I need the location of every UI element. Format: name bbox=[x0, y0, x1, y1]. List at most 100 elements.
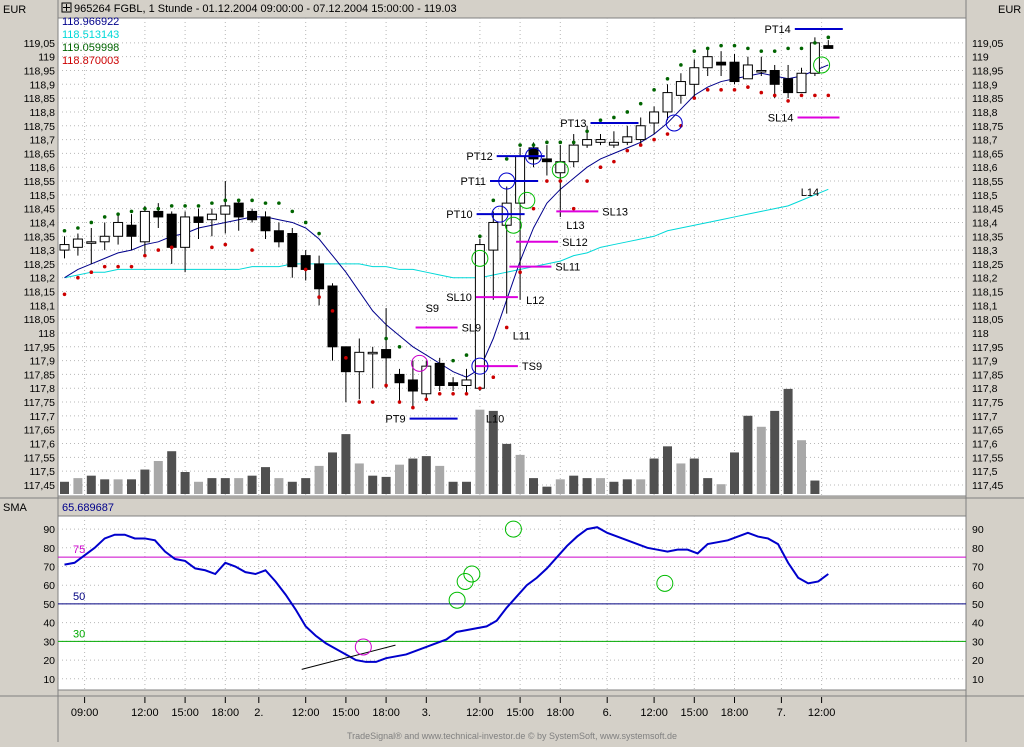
symbol-title: 965264 FGBL, 1 Stunde - 01.12.2004 09:00… bbox=[74, 3, 457, 15]
high-dot bbox=[89, 220, 94, 225]
low-dot bbox=[705, 88, 710, 92]
low-dot bbox=[813, 93, 817, 98]
price-tick-left: 118,3 bbox=[30, 245, 56, 257]
candle-body bbox=[99, 235, 110, 243]
high-dot bbox=[719, 43, 723, 48]
price-tick-left: 118,45 bbox=[24, 204, 55, 216]
time-tick-label: 18:00 bbox=[372, 707, 400, 719]
high-dot bbox=[143, 206, 147, 211]
price-tick-right: 117,45 bbox=[972, 480, 1003, 492]
price-tick-right: 118,05 bbox=[972, 314, 1003, 326]
low-dot bbox=[491, 375, 496, 379]
signal-label: S9 bbox=[426, 303, 439, 315]
price-tick-left: 118 bbox=[38, 328, 55, 340]
price-tick-right: 118,3 bbox=[972, 245, 998, 257]
high-dot bbox=[464, 353, 469, 357]
high-dot bbox=[116, 212, 120, 216]
price-tick-right: 118,5 bbox=[972, 190, 998, 202]
indicator-level-label: 75 bbox=[73, 544, 85, 556]
volume-bar bbox=[167, 451, 177, 494]
time-tick-label: 3. bbox=[422, 707, 431, 719]
signal-circle bbox=[491, 205, 509, 223]
target-label: PT9 bbox=[385, 414, 405, 426]
signal-label: L10 bbox=[486, 414, 504, 426]
series-readout: 119.059998 bbox=[62, 42, 119, 54]
candle-body bbox=[86, 241, 97, 244]
candle-body bbox=[59, 244, 70, 251]
high-dot bbox=[277, 201, 281, 205]
indicator-plot bbox=[64, 520, 829, 670]
low-dot bbox=[799, 93, 804, 98]
signal-circle bbox=[471, 249, 489, 267]
high-dot bbox=[196, 204, 201, 208]
signal-circle bbox=[551, 161, 569, 179]
candle-body bbox=[113, 221, 124, 237]
series-readout: 118.870003 bbox=[62, 55, 119, 67]
candle-body bbox=[541, 158, 552, 163]
high-dot bbox=[759, 49, 764, 53]
low-dot bbox=[116, 264, 120, 269]
volume-bar bbox=[314, 465, 324, 494]
price-tick-right: 117,6 bbox=[972, 439, 998, 451]
price-tick-left: 118,35 bbox=[24, 231, 55, 243]
price-tick-left: 118,6 bbox=[30, 162, 56, 174]
indicator-tick-right: 20 bbox=[972, 655, 984, 667]
time-tick-label: 18:00 bbox=[212, 707, 240, 719]
target-label: PT11 bbox=[461, 176, 486, 188]
high-dot bbox=[799, 46, 804, 51]
high-dot bbox=[303, 220, 308, 225]
low-dot bbox=[344, 356, 348, 360]
trade-annotations: S9 SL9 PT9 L10 TS9 SL10 PT10 PT11 L11 SL11 PT12 SL1… bbox=[385, 24, 843, 426]
high-dot bbox=[625, 110, 630, 114]
candle-body bbox=[72, 238, 83, 248]
high-dot bbox=[317, 231, 321, 236]
volume-bar bbox=[113, 479, 123, 494]
volume-bar bbox=[529, 478, 538, 494]
low-dot bbox=[210, 245, 214, 250]
high-dot bbox=[652, 88, 656, 92]
indicator-tick-left: 30 bbox=[43, 636, 55, 648]
price-tick-left: 117,95 bbox=[24, 342, 55, 354]
candle-body bbox=[220, 205, 231, 215]
signal-circle bbox=[518, 191, 536, 209]
candle-body bbox=[568, 144, 579, 163]
stop-label: SL9 bbox=[462, 322, 482, 334]
time-tick-label: 12:00 bbox=[131, 707, 159, 719]
time-tick-label: 7. bbox=[777, 707, 786, 719]
price-panel bbox=[57, 17, 967, 497]
low-dot bbox=[692, 96, 697, 100]
high-dot bbox=[558, 140, 563, 145]
candle-body bbox=[166, 213, 177, 248]
low-dot bbox=[451, 391, 455, 396]
low-dot bbox=[169, 245, 174, 250]
target-label: PT14 bbox=[765, 24, 791, 36]
high-dot bbox=[397, 344, 402, 349]
indicator-tick-left: 50 bbox=[43, 599, 55, 611]
volume-bar bbox=[180, 472, 190, 494]
indicator-tick-left: 60 bbox=[43, 580, 55, 592]
high-dot bbox=[250, 198, 254, 203]
indicator-tick-right: 10 bbox=[972, 674, 984, 686]
low-dot bbox=[424, 397, 429, 402]
stop-label: SL10 bbox=[446, 292, 472, 304]
price-tick-right: 118,6 bbox=[972, 162, 998, 174]
volume-bar bbox=[596, 478, 605, 494]
indicator-signal-circle bbox=[448, 591, 466, 609]
price-tick-right: 118,8 bbox=[972, 107, 998, 119]
volume-bar bbox=[368, 475, 378, 494]
indicator-tick-right: 50 bbox=[972, 599, 984, 611]
candle-body bbox=[421, 365, 432, 395]
high-dot bbox=[451, 358, 455, 363]
indicator-tick-right: 80 bbox=[972, 543, 984, 555]
indicator-tick-left: 80 bbox=[43, 543, 55, 555]
symbol-header[interactable]: 965264 FGBL, 1 Stunde - 01.12.2004 09:00… bbox=[61, 2, 457, 15]
volume-bar bbox=[582, 478, 592, 494]
high-dot bbox=[290, 209, 295, 214]
volume-bar bbox=[140, 469, 150, 494]
price-tick-right: 117,95 bbox=[972, 342, 1003, 354]
price-tick-right: 118,9 bbox=[972, 79, 998, 91]
indicator-signal-circle bbox=[463, 565, 481, 583]
candle-body bbox=[689, 67, 700, 85]
low-dot bbox=[665, 132, 670, 136]
